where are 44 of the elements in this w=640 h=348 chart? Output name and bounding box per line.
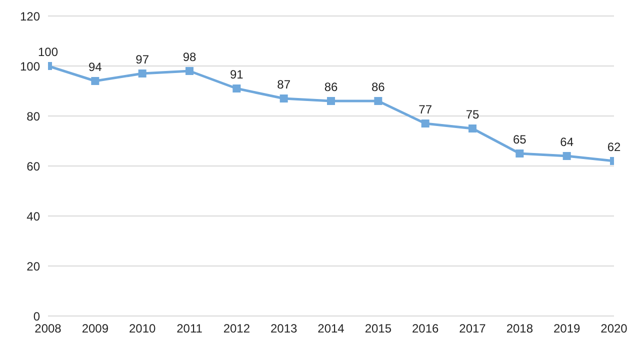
point [91,77,100,85]
data-label: 86 [371,80,386,94]
y-tick-label: 60 [26,159,40,174]
x-tick-label: 2016 [412,322,440,336]
point [280,94,288,102]
x-tick-label: 2009 [82,322,109,336]
point [562,152,571,160]
x-tick-label: 2012 [223,322,250,336]
data-label: 94 [88,60,102,74]
point [516,150,524,158]
data-label: 64 [560,135,574,149]
data-label: 100 [38,45,58,59]
point [138,70,146,78]
y-tick-label: 0 [33,309,40,324]
data-label: 77 [418,102,432,116]
data-label: 87 [277,78,291,92]
y-tick-label: 120 [20,9,40,24]
data-label: 91 [230,68,244,82]
x-tick-label: 2020 [600,322,628,336]
data-label: 65 [512,132,527,146]
point [421,120,430,128]
point [232,84,241,92]
y-tick-label: 20 [26,259,40,274]
y-tick-label: 100 [20,59,40,74]
point [468,124,476,132]
data-label: 86 [324,80,338,94]
data-label: 98 [182,50,196,64]
data-label: 75 [466,108,480,122]
y-tick-label: 40 [26,209,40,224]
point [374,97,382,105]
data-label: 62 [607,140,621,154]
x-tick-label: 2008 [34,322,62,336]
point [186,67,194,75]
x-tick-label: 2017 [459,322,486,336]
point [327,97,335,105]
x-tick-label: 2019 [553,322,581,336]
x-tick-label: 2014 [318,322,345,336]
x-tick-label: 2018 [506,322,534,336]
x-tick-label: 2010 [128,322,156,336]
x-tick-label: 2015 [364,322,392,336]
data-label: 97 [136,52,150,66]
x-tick-label: 2011 [176,322,203,336]
x-tick-label: 2013 [270,322,298,336]
y-tick-label: 80 [26,109,40,124]
